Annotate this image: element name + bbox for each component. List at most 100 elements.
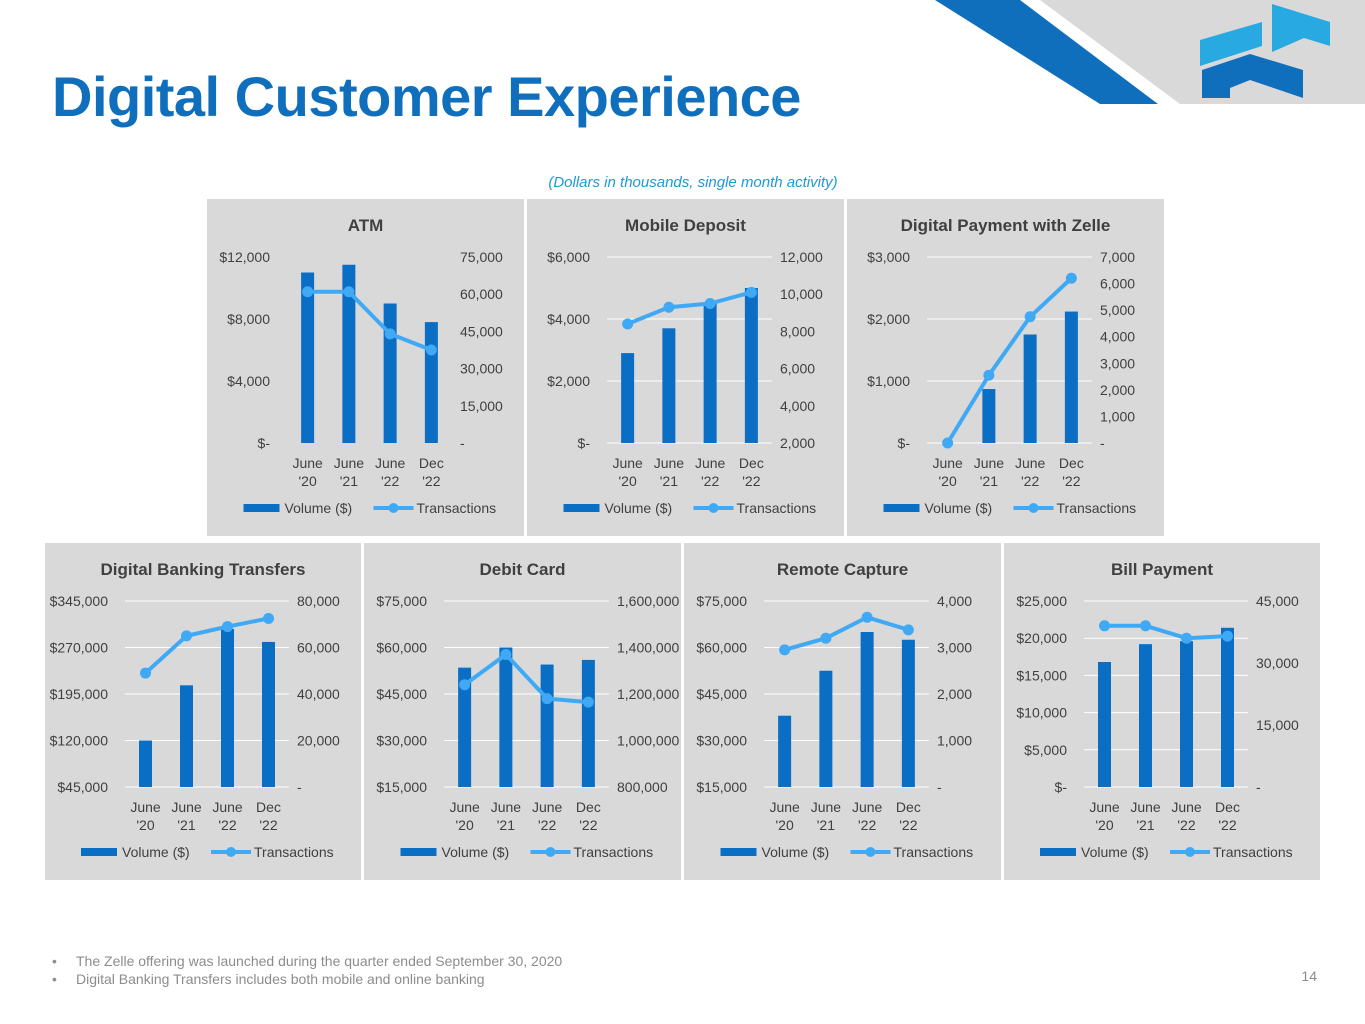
bar (621, 353, 635, 443)
right-axis-tick-label: 2,000 (1100, 382, 1135, 398)
page-title: Digital Customer Experience (52, 65, 801, 128)
x-tick-line: Dec (256, 799, 281, 815)
bar (1221, 627, 1234, 787)
left-axis-tick-label: $15,000 (696, 779, 747, 795)
legend-swatch-bar (1040, 848, 1076, 856)
bar (982, 389, 996, 443)
bar (458, 667, 472, 787)
left-axis-tick-label: $- (578, 435, 591, 451)
line-point (820, 632, 832, 644)
bar (581, 659, 595, 787)
chart-title: Bill Payment (1111, 560, 1213, 579)
legend-label: Transactions (417, 500, 497, 516)
left-axis-tick-label: $270,000 (50, 640, 109, 656)
legend-swatch-point (1185, 847, 1195, 857)
bar (180, 685, 193, 787)
bar (139, 740, 152, 787)
legend-swatch-point (226, 847, 236, 857)
line-point (181, 630, 192, 642)
right-axis-tick-label: 15,000 (460, 398, 503, 414)
bar (778, 715, 792, 787)
legend-label: Volume ($) (1081, 844, 1149, 860)
left-axis-tick-label: $25,000 (1016, 593, 1067, 609)
x-tick-line: '22 (1218, 817, 1236, 833)
x-axis-tick-label: June '22 (212, 799, 243, 833)
right-axis-tick-label: 6,000 (780, 361, 815, 377)
line-point (582, 696, 594, 708)
legend-swatch-bar (883, 504, 920, 512)
right-axis-tick-label: 80,000 (297, 593, 340, 609)
bar (1064, 311, 1078, 443)
line-point (343, 286, 355, 298)
bar (703, 301, 717, 443)
line-point (622, 318, 634, 330)
left-axis-tick-label: $6,000 (547, 249, 590, 265)
right-axis-tick-label: - (297, 779, 302, 795)
legend-label: Volume ($) (925, 500, 993, 516)
bar (662, 328, 676, 443)
series-line (307, 289, 433, 352)
right-axis-tick-label: 1,000 (937, 733, 972, 749)
x-tick-line: June (171, 799, 202, 815)
x-axis-tick-label: June '22 (532, 799, 563, 833)
series-line (945, 276, 1073, 445)
line-point (541, 693, 553, 705)
left-axis-tick-label: $195,000 (50, 686, 109, 702)
x-tick-line: June (1089, 799, 1120, 815)
line-point (302, 286, 314, 298)
x-axis-tick-label: June '22 (695, 455, 726, 489)
chart-title: Remote Capture (777, 560, 908, 579)
right-axis-tick-label: 3,000 (937, 640, 972, 656)
right-axis-tick-label: 1,600,000 (617, 593, 679, 609)
x-tick-line: '21 (497, 817, 515, 833)
x-axis-tick-label: Dec '22 (419, 455, 444, 489)
line-point (663, 301, 675, 313)
legend-label: Volume ($) (442, 844, 510, 860)
series-line (626, 290, 752, 326)
x-axis-tick-label: June '21 (654, 455, 685, 489)
right-axis-tick-label: 1,000 (1100, 408, 1135, 424)
right-axis-tick-label: 6,000 (1100, 276, 1135, 292)
legend-swatch-bar (563, 504, 600, 512)
x-axis-tick-label: June '20 (449, 799, 480, 833)
left-axis-tick-label: $345,000 (50, 593, 109, 609)
x-tick-line: '21 (340, 473, 358, 489)
line-point (745, 286, 757, 298)
x-axis-tick-label: June '22 (1015, 455, 1046, 489)
left-axis-tick-label: $2,000 (547, 373, 590, 389)
x-axis-tick-label: June '20 (130, 799, 161, 833)
line-point (779, 644, 791, 656)
header-decoration (935, 0, 1365, 104)
x-tick-line: '21 (817, 817, 835, 833)
x-tick-line: '20 (456, 817, 474, 833)
x-tick-line: June (130, 799, 161, 815)
bar (1180, 641, 1193, 787)
line-point (861, 611, 873, 623)
chart-svg: Digital Banking Transfers $45,000 $120,000… (50, 560, 340, 860)
right-axis-tick-label: 60,000 (460, 286, 503, 302)
right-axis-tick-label: 12,000 (780, 249, 823, 265)
right-axis-tick-label: 75,000 (460, 249, 503, 265)
x-tick-line: June (1130, 799, 1161, 815)
x-tick-line: '22 (1177, 817, 1195, 833)
x-axis-tick-label: June '20 (292, 455, 323, 489)
x-axis-tick-label: June '21 (334, 455, 365, 489)
left-axis-tick-label: $60,000 (376, 640, 427, 656)
x-tick-line: Dec (576, 799, 601, 815)
left-axis-tick-label: $15,000 (1016, 667, 1067, 683)
left-axis-tick-label: $30,000 (696, 733, 747, 749)
x-tick-line: '22 (1062, 473, 1080, 489)
right-axis-tick-label: - (460, 435, 465, 451)
bar (744, 288, 758, 443)
company-logo (1200, 4, 1330, 98)
x-tick-line: '22 (1021, 473, 1039, 489)
left-axis-tick-label: $12,000 (219, 249, 270, 265)
bar (301, 272, 315, 443)
legend-label: Volume ($) (605, 500, 673, 516)
x-tick-line: Dec (739, 455, 764, 471)
left-axis-tick-label: $75,000 (376, 593, 427, 609)
bar (860, 632, 874, 787)
x-tick-line: June (974, 455, 1005, 471)
legend-label: Transactions (737, 500, 817, 516)
x-tick-line: '22 (381, 473, 399, 489)
